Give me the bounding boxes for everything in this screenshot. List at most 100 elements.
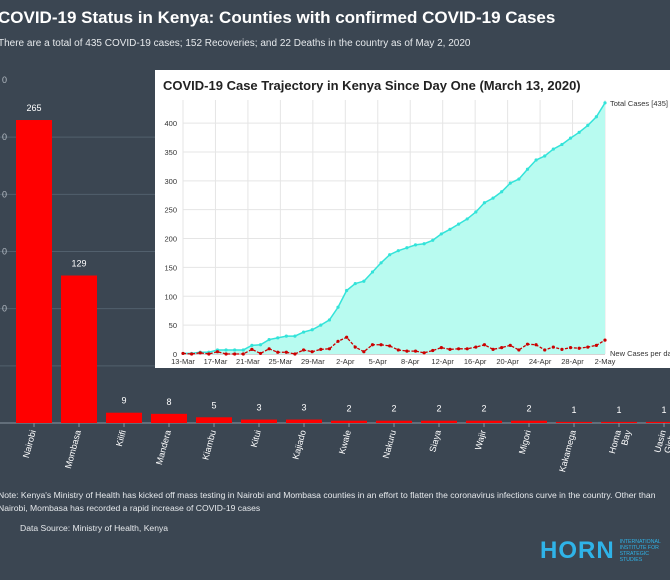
y-tick-label: 0	[2, 189, 7, 199]
x-tick-label: Bay	[619, 428, 633, 446]
x-tick-label: 16-Apr	[464, 357, 487, 366]
new-cases-point	[207, 352, 211, 356]
x-tick-label: Mandera	[154, 429, 173, 466]
total-cases-point	[508, 181, 512, 185]
y-tick-label: 400	[164, 119, 177, 128]
bar	[601, 421, 637, 423]
total-cases-point	[353, 281, 357, 286]
trajectory-chart: 13-Mar 17-Mar 21-Mar 25-Mar 29-Mar 2-Apr 5-Apr…	[164, 99, 670, 366]
y-tick-label: 0	[2, 75, 7, 85]
new-cases-point	[534, 343, 538, 347]
total-cases-point	[500, 190, 504, 194]
total-cases-point	[224, 348, 228, 352]
x-tick-label: Kajiado	[290, 429, 307, 461]
new-cases-point	[396, 348, 400, 352]
y-tick-label: 250	[164, 206, 177, 215]
new-cases-point	[482, 343, 487, 347]
new-cases-point	[474, 345, 478, 349]
bar	[106, 412, 142, 423]
total-cases-point	[241, 348, 245, 352]
total-cases-point	[439, 232, 443, 236]
bar-value-label: 3	[301, 403, 306, 413]
total-cases-point	[422, 242, 426, 246]
new-cases-point	[370, 343, 375, 347]
total-cases-point	[474, 210, 478, 214]
bar-value-label: 2	[391, 404, 396, 414]
new-cases-point	[500, 346, 504, 350]
x-tick-label: 2-Apr	[336, 357, 355, 366]
total-cases-point	[431, 238, 435, 242]
page-title: COVID-19 Status in Kenya: Counties with …	[0, 8, 556, 27]
y-tick-label: 0	[2, 247, 7, 257]
x-tick-label: 8-Apr	[401, 357, 420, 366]
x-tick-label: 21-Mar	[236, 357, 260, 366]
new-cases-point	[568, 346, 573, 350]
total-cases-area	[183, 102, 605, 354]
total-cases-point	[491, 196, 495, 200]
new-cases-point	[431, 348, 435, 353]
bar	[286, 419, 322, 423]
bar-value-label: 8	[166, 397, 171, 407]
new-cases-point	[241, 352, 245, 356]
new-cases-point	[560, 347, 564, 351]
new-cases-point	[525, 342, 530, 346]
new-cases-point	[258, 351, 263, 356]
y-tick-label: 150	[164, 263, 177, 272]
x-tick-label: Wajir	[473, 429, 488, 451]
total-cases-point	[379, 261, 383, 265]
total-cases-point	[336, 305, 340, 309]
new-cases-point	[319, 347, 323, 351]
y-tick-label: 0	[2, 132, 7, 142]
x-tick-label: 12-Apr	[431, 357, 454, 366]
total-cases-point	[388, 253, 392, 257]
x-tick-label: 20-Apr	[496, 357, 519, 366]
x-tick-label: 29-Mar	[301, 357, 325, 366]
new-cases-point	[327, 347, 332, 351]
bar-value-label: 2	[481, 404, 486, 414]
new-cases-point	[439, 346, 443, 350]
new-cases-point	[181, 351, 185, 356]
new-cases-point	[293, 352, 297, 356]
series-label: Total Cases [435]	[610, 99, 668, 108]
bar	[241, 419, 277, 423]
bar	[16, 120, 52, 424]
total-cases-point	[258, 343, 263, 347]
bar	[61, 275, 97, 423]
new-cases-point	[577, 346, 581, 350]
new-cases-point	[224, 352, 228, 356]
new-cases-point	[345, 335, 349, 339]
total-cases-point	[603, 101, 607, 105]
total-cases-point	[465, 217, 469, 221]
new-cases-point	[190, 352, 194, 356]
new-cases-point	[551, 345, 555, 349]
total-cases-point	[293, 334, 297, 338]
y-tick-label: 300	[164, 177, 177, 186]
total-cases-point	[233, 348, 237, 352]
new-cases-point	[456, 347, 461, 351]
bar-value-label: 2	[346, 404, 351, 414]
x-tick-label: Kitui	[249, 429, 263, 449]
total-cases-point	[568, 136, 573, 140]
total-cases-point	[319, 323, 323, 327]
trajectory-chart-title: COVID-19 Case Trajectory in Kenya Since …	[163, 78, 581, 93]
new-cases-point	[284, 350, 288, 354]
y-tick-label: 0	[2, 304, 7, 314]
y-tick-label: 50	[169, 321, 177, 330]
new-cases-point	[310, 350, 314, 354]
total-cases-point	[543, 154, 547, 158]
x-tick-label: Mombasa	[63, 429, 83, 470]
x-tick-label: 5-Apr	[369, 357, 388, 366]
total-cases-point	[405, 246, 409, 250]
bar	[376, 420, 412, 423]
new-cases-point	[388, 344, 392, 348]
bar-value-label: 1	[616, 405, 621, 415]
new-cases-point	[413, 349, 418, 353]
total-cases-point	[284, 334, 288, 338]
bar	[646, 421, 670, 423]
bar-value-label: 1	[571, 405, 576, 415]
x-tick-label: 2-May	[595, 357, 616, 366]
new-cases-point	[422, 351, 426, 355]
new-cases-point	[336, 339, 340, 343]
y-tick-label: 200	[164, 235, 177, 244]
new-cases-point	[543, 348, 547, 352]
